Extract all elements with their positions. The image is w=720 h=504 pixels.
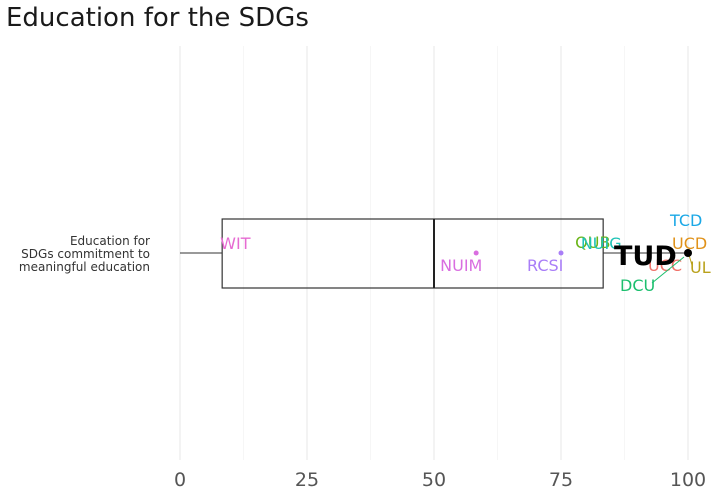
chart-title: Education for the SDGs: [6, 3, 309, 33]
category-label: Education for SDGs commitment to meaning…: [19, 234, 150, 274]
category-label-line-3: meaningful education: [19, 260, 150, 274]
point-label-qub: QUB: [575, 233, 610, 252]
point-label-rcsi: RCSI: [527, 256, 563, 275]
category-label-line-1: Education for: [70, 234, 150, 248]
label-leader-dcu: [651, 256, 685, 284]
data-point-nuim: [473, 250, 479, 256]
point-label-ucd: UCD: [672, 234, 707, 253]
x-axis-ticks: 0 25 50 75 100: [174, 469, 706, 491]
x-tick-label: 75: [549, 469, 573, 491]
point-label-tud: TUD: [614, 241, 677, 272]
category-label-line-2: SDGs commitment to: [21, 247, 150, 261]
x-tick-label: 25: [295, 469, 319, 491]
data-points: [473, 249, 692, 257]
box-iqr: [221, 218, 604, 289]
data-point-rcsi: [558, 250, 564, 256]
point-label-tcd: TCD: [669, 211, 702, 230]
x-tick-label: 50: [422, 469, 446, 491]
x-tick-label: 0: [174, 469, 186, 491]
point-label-ucc: UCC: [648, 256, 682, 275]
point-label-nuim: NUIM: [440, 256, 482, 275]
boxplot: [180, 218, 688, 289]
point-label-ul: UL: [690, 258, 711, 277]
data-point-tud: [684, 249, 692, 257]
point-label-nuig: NUIG: [581, 234, 622, 253]
point-label-dcu: DCU: [620, 276, 655, 295]
point-label-wit: WIT: [220, 234, 251, 253]
x-tick-label: 100: [670, 469, 706, 491]
